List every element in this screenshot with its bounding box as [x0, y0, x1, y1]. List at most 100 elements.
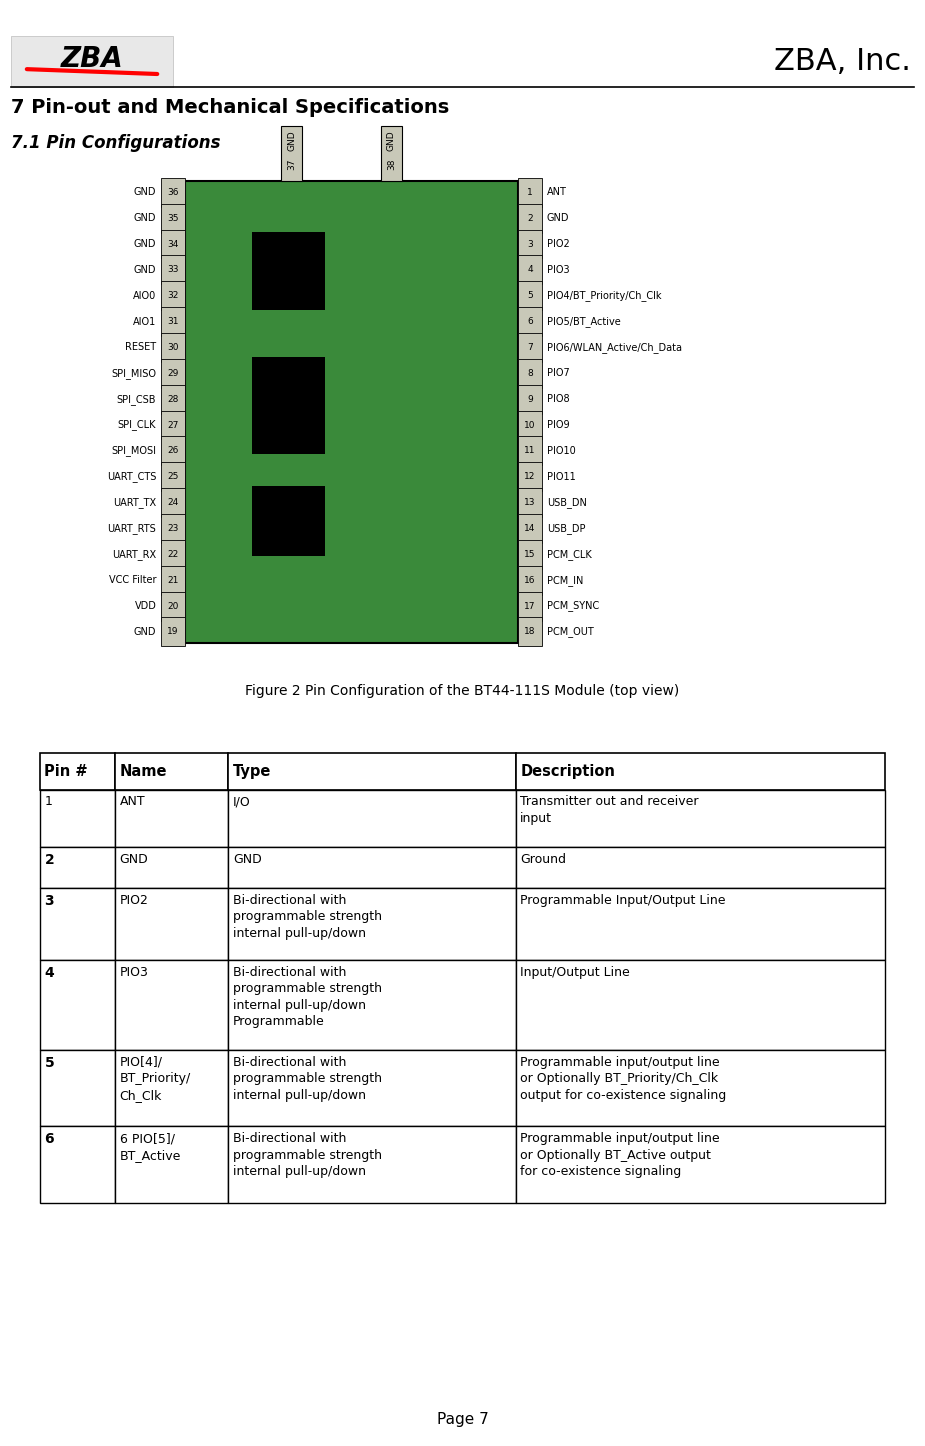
Bar	[115, 753, 228, 790]
Bar	[228, 847, 515, 888]
Text: PIO4/BT_Priority/Ch_Clk: PIO4/BT_Priority/Ch_Clk	[547, 291, 661, 301]
Text: 38: 38	[387, 159, 396, 171]
Text: 7.1 Pin Configurations: 7.1 Pin Configurations	[11, 134, 220, 152]
Text: UART_TX: UART_TX	[113, 497, 156, 508]
Bar	[515, 790, 885, 847]
Text: PIO2: PIO2	[119, 894, 149, 907]
Text: GND: GND	[134, 265, 156, 275]
Text: Bi-directional with
programmable strength
internal pull-up/down: Bi-directional with programmable strengt…	[233, 1056, 382, 1102]
Bar	[381, 126, 401, 181]
Bar	[228, 960, 515, 1050]
Text: Ground: Ground	[520, 853, 566, 866]
Text: GND: GND	[387, 132, 396, 152]
Text: 3: 3	[44, 894, 54, 908]
Text: 35: 35	[167, 214, 179, 223]
Text: 9: 9	[527, 395, 533, 403]
Text: ZBA: ZBA	[61, 45, 123, 72]
Bar	[518, 513, 542, 542]
Bar	[161, 256, 185, 285]
Text: AIO1: AIO1	[133, 317, 156, 327]
Text: 13: 13	[524, 497, 536, 508]
Text: UART_CTS: UART_CTS	[107, 471, 156, 482]
Bar	[161, 539, 185, 568]
Bar	[518, 437, 542, 466]
Bar	[161, 204, 185, 233]
Text: 18: 18	[524, 628, 536, 636]
Text: 30: 30	[167, 343, 179, 351]
Bar	[518, 539, 542, 568]
Text: PIO9: PIO9	[547, 419, 569, 429]
Text: 7: 7	[527, 343, 533, 351]
Text: USB_DN: USB_DN	[547, 497, 586, 508]
Text: 25: 25	[167, 473, 179, 482]
Bar	[161, 489, 185, 518]
Text: PCM_IN: PCM_IN	[547, 574, 583, 586]
Text: 2: 2	[44, 853, 55, 868]
Bar	[228, 888, 515, 960]
Text: PIO8: PIO8	[547, 395, 569, 405]
Bar	[40, 888, 115, 960]
Bar	[161, 230, 185, 259]
Text: PIO3: PIO3	[119, 966, 149, 979]
Text: Transmitter out and receiver
input: Transmitter out and receiver input	[520, 795, 698, 824]
Text: 14: 14	[524, 523, 536, 534]
Bar	[515, 888, 885, 960]
Text: UART_RX: UART_RX	[112, 549, 156, 560]
Text: 5: 5	[44, 1056, 55, 1070]
Text: 36: 36	[167, 188, 179, 197]
Bar	[161, 591, 185, 620]
Text: SPI_MISO: SPI_MISO	[111, 367, 156, 379]
Bar	[40, 847, 115, 888]
Bar	[161, 385, 185, 414]
Text: GND: GND	[134, 213, 156, 223]
Text: 1: 1	[44, 795, 53, 808]
Bar	[40, 960, 115, 1050]
Bar	[40, 790, 115, 847]
Bar	[161, 565, 185, 594]
Text: 10: 10	[524, 421, 536, 429]
Text: Input/Output Line: Input/Output Line	[520, 966, 630, 979]
Bar	[515, 1050, 885, 1126]
Text: Programmable input/output line
or Optionally BT_Active output
for co-existence s: Programmable input/output line or Option…	[520, 1132, 720, 1178]
Text: 19: 19	[167, 628, 179, 636]
Bar	[115, 1050, 228, 1126]
Bar	[185, 181, 518, 643]
Text: 7 Pin-out and Mechanical Specifications: 7 Pin-out and Mechanical Specifications	[11, 98, 450, 117]
Text: 26: 26	[167, 447, 179, 455]
Text: 8: 8	[527, 369, 533, 377]
Text: RESET: RESET	[125, 343, 156, 353]
Bar	[518, 204, 542, 233]
Text: GND: GND	[233, 853, 262, 866]
Text: Description: Description	[520, 763, 615, 779]
Text: Pin #: Pin #	[44, 763, 88, 779]
Text: 6: 6	[44, 1132, 54, 1147]
Text: PIO6/WLAN_Active/Ch_Data: PIO6/WLAN_Active/Ch_Data	[547, 343, 682, 353]
Bar	[252, 357, 325, 454]
Text: Page 7: Page 7	[437, 1413, 488, 1427]
Bar	[518, 256, 542, 285]
Bar	[115, 1126, 228, 1203]
Bar	[518, 282, 542, 311]
Text: GND: GND	[134, 239, 156, 249]
Text: 33: 33	[167, 266, 179, 275]
Bar	[161, 617, 185, 646]
Bar	[515, 960, 885, 1050]
Text: PIO[4]/
BT_Priority/
Ch_Clk: PIO[4]/ BT_Priority/ Ch_Clk	[119, 1056, 191, 1102]
Text: PIO2: PIO2	[547, 239, 570, 249]
Text: 5: 5	[527, 291, 533, 301]
Bar	[161, 178, 185, 207]
Bar	[161, 333, 185, 362]
Text: 6 PIO[5]/
BT_Active: 6 PIO[5]/ BT_Active	[119, 1132, 181, 1161]
Bar	[161, 463, 185, 492]
Bar	[161, 307, 185, 335]
Bar	[115, 847, 228, 888]
Text: SPI_CLK: SPI_CLK	[117, 419, 156, 431]
Text: AIO0: AIO0	[133, 291, 156, 301]
Bar	[518, 617, 542, 646]
Text: 3: 3	[527, 240, 533, 249]
Text: Bi-directional with
programmable strength
internal pull-up/down: Bi-directional with programmable strengt…	[233, 894, 382, 940]
Bar	[161, 359, 185, 388]
Text: 28: 28	[167, 395, 179, 403]
Bar	[228, 753, 515, 790]
Text: Figure 2 Pin Configuration of the BT44-111S Module (top view): Figure 2 Pin Configuration of the BT44-1…	[245, 684, 680, 698]
